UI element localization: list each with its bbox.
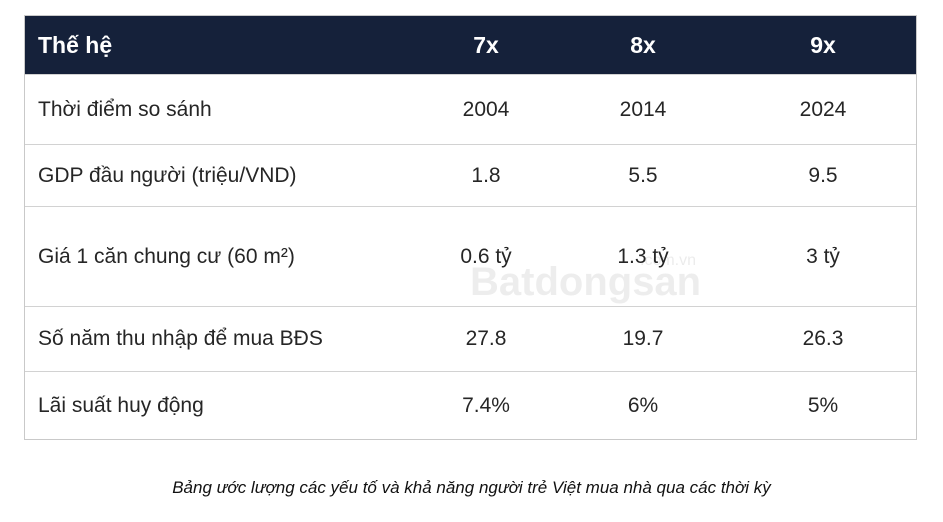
table-row: Lãi suất huy động 7.4% 6% 5%: [25, 371, 916, 440]
row-label: Giá 1 căn chung cư (60 m²): [38, 244, 295, 268]
table-cell: 2024: [799, 97, 847, 121]
caption: Bảng ước lượng các yếu tố và khả năng ng…: [172, 478, 771, 497]
header-row: Thế hệ 7x 8x 9x: [25, 16, 916, 74]
table-cell: 5.5: [628, 163, 658, 187]
table-cell: 26.3: [802, 327, 844, 350]
table-cell: 1.3 tỷ: [617, 244, 669, 268]
table-cell: 9.5: [808, 163, 838, 187]
header-cell: Thế hệ: [38, 31, 113, 58]
table: Thế hệ 7x 8x 9x Thời điểm so sánh 2004 201…: [24, 15, 917, 440]
table-cell: 2014: [619, 97, 667, 121]
watermark: Batdongsan: [470, 260, 702, 304]
table-row: Số năm thu nhập để mua BĐS 27.8 19.7 26.3: [25, 306, 916, 371]
table-cell: 0.6 tỷ: [460, 244, 512, 268]
watermark-domain: .com.vn: [640, 252, 697, 269]
table-cell: 7.4%: [462, 394, 510, 417]
table-cell: 1.8: [471, 163, 501, 187]
table-row: Giá 1 căn chung cư (60 m²) 0.6 tỷ 1.3 tỷ 3 …: [25, 206, 916, 306]
row-label: Số năm thu nhập để mua BĐS: [38, 327, 323, 350]
header-cell: 7x: [473, 31, 499, 58]
header-cell: 9x: [810, 31, 836, 58]
table-cell: 5%: [807, 394, 839, 417]
table-row: Thời điểm so sánh 2004 2014 2024: [25, 74, 916, 144]
table-cell: 19.7: [622, 327, 664, 350]
table-cell: 6%: [627, 394, 659, 417]
table-row: GDP đầu người (triệu/VND) 1.8 5.5 9.5: [25, 144, 916, 206]
table-cell: 2004: [462, 97, 510, 121]
header-cell: 8x: [630, 31, 656, 58]
table-cell: 27.8: [465, 327, 507, 350]
table-cell: 3 tỷ: [806, 244, 840, 268]
row-label: Thời điểm so sánh: [38, 97, 212, 121]
row-label: Lãi suất huy động: [38, 394, 204, 417]
row-label: GDP đầu người (triệu/VND): [38, 163, 297, 187]
